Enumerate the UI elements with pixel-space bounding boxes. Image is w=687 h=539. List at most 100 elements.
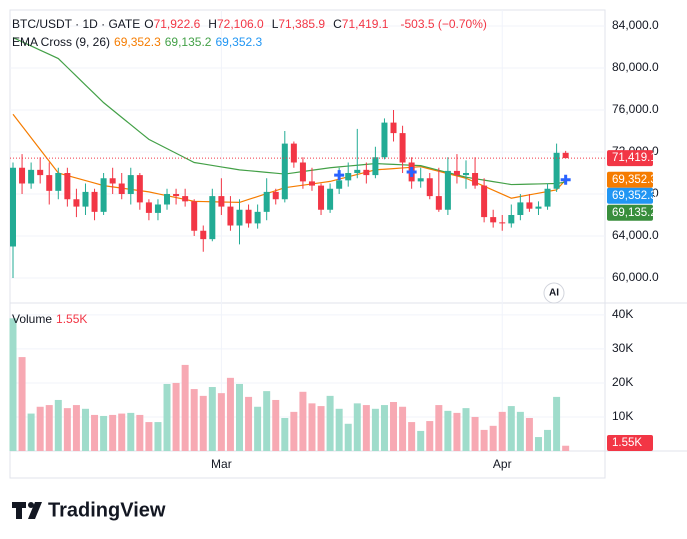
- candle-body: [46, 175, 53, 191]
- candle-body: [526, 202, 533, 209]
- volume-bar: [317, 406, 325, 451]
- volume-bar: [109, 414, 117, 451]
- candle-body: [19, 167, 26, 184]
- candle-body: [281, 143, 288, 200]
- x-tick-label: Mar: [211, 457, 232, 471]
- volume-bar: [45, 405, 53, 451]
- y-tick-label: 20K: [612, 375, 633, 389]
- volume-bar: [544, 429, 552, 451]
- ema-value: 69,135.2: [164, 35, 212, 49]
- ohlc-key: C: [333, 17, 342, 31]
- volume-bar: [272, 399, 280, 451]
- indicator: EMA Cross (9, 26): [12, 35, 111, 49]
- candle-body: [236, 209, 243, 226]
- candle-body: [118, 183, 125, 194]
- volume-bar: [181, 364, 189, 451]
- candle-body: [227, 206, 234, 226]
- volume-bar: [217, 393, 225, 451]
- candle-body: [381, 122, 388, 158]
- symbol: BTC/USDT · 1D · GATE: [12, 17, 141, 31]
- ohlc-value: 72,106.0: [216, 17, 264, 31]
- ai-badge[interactable]: [543, 282, 565, 304]
- candle-body: [562, 152, 569, 159]
- volume-bar: [190, 389, 198, 451]
- volume-legend: Volume 1.55K: [12, 312, 91, 326]
- volume-bar: [362, 405, 370, 451]
- y-tick-label: 40K: [612, 307, 633, 321]
- ohlc-item: C71,419.1: [333, 17, 392, 31]
- volume-bar: [290, 411, 298, 451]
- volume-bar: [36, 406, 44, 451]
- candle-body: [191, 201, 198, 231]
- price-tag: [607, 171, 653, 188]
- volume-bar: [100, 415, 108, 451]
- candle-body: [481, 185, 488, 218]
- volume-bar: [498, 411, 506, 451]
- ema-line: [12, 37, 566, 186]
- y-tick-label: 10K: [612, 409, 633, 423]
- volume-bar: [163, 383, 171, 451]
- volume-bar: [299, 391, 307, 451]
- candle-body: [499, 222, 506, 224]
- candle-body: [100, 178, 107, 212]
- candle-body: [336, 180, 343, 189]
- volume-bar: [480, 429, 488, 451]
- volume-bar: [417, 430, 425, 451]
- candle-body: [535, 206, 542, 209]
- price-tag: [607, 187, 653, 204]
- y-tick-label: 76,000.0: [612, 102, 659, 116]
- volume-bar: [63, 408, 71, 451]
- volume-bar: [399, 406, 407, 451]
- candle-body: [182, 196, 189, 202]
- volume-bar: [91, 414, 99, 451]
- volume-bar: [534, 437, 542, 451]
- indicator-legend: EMA Cross (9, 26) 69,352.3 69,135.2 69,352.…: [12, 35, 266, 49]
- volume-bar: [226, 377, 234, 451]
- volume-bar: [199, 395, 207, 451]
- volume-bar: [371, 408, 379, 451]
- candle-body: [10, 167, 16, 247]
- candle-body: [164, 193, 171, 205]
- volume-bar: [553, 396, 561, 451]
- candle-body: [109, 178, 116, 184]
- volume-bar: [136, 414, 144, 451]
- y-tick-label: 60,000.0: [612, 270, 659, 284]
- volume-bar: [507, 406, 515, 451]
- y-tick-label: 64,000.0: [612, 228, 659, 242]
- volume-bar: [308, 403, 316, 451]
- candle-body: [127, 175, 134, 194]
- price-tag-label: 69,352.3: [612, 174, 657, 186]
- candle-body: [544, 188, 551, 207]
- candle-body: [64, 172, 71, 200]
- volume-bar: [326, 395, 334, 451]
- volume-bar: [390, 402, 398, 451]
- volume-bar: [81, 408, 89, 451]
- candle-body: [463, 172, 469, 176]
- ai-badge-text[interactable]: AI: [549, 288, 559, 299]
- candle-body: [218, 196, 225, 207]
- volume-bar: [344, 423, 352, 451]
- candle-body: [399, 133, 406, 163]
- volume-bar: [408, 422, 416, 451]
- candle-body: [209, 196, 216, 240]
- volume-bar: [236, 383, 243, 451]
- y-tick-label: 30K: [612, 341, 633, 355]
- ohlc-item: O71,922.6: [144, 17, 204, 31]
- ohlc-key: L: [271, 17, 279, 31]
- volume-bar: [54, 399, 62, 451]
- volume-bar: [435, 405, 443, 451]
- y-tick-label: 80,000.0: [612, 60, 659, 74]
- candle-body: [363, 169, 370, 176]
- candle-body: [444, 170, 451, 210]
- volume-bar: [9, 318, 17, 451]
- candle-body: [453, 170, 460, 176]
- candle-body: [290, 143, 297, 163]
- candle-body: [28, 169, 35, 184]
- candle-body: [245, 209, 252, 224]
- candle-body: [517, 202, 524, 215]
- candle-body: [173, 193, 180, 197]
- candle-body: [390, 122, 397, 134]
- ohlc-key: H: [208, 17, 217, 31]
